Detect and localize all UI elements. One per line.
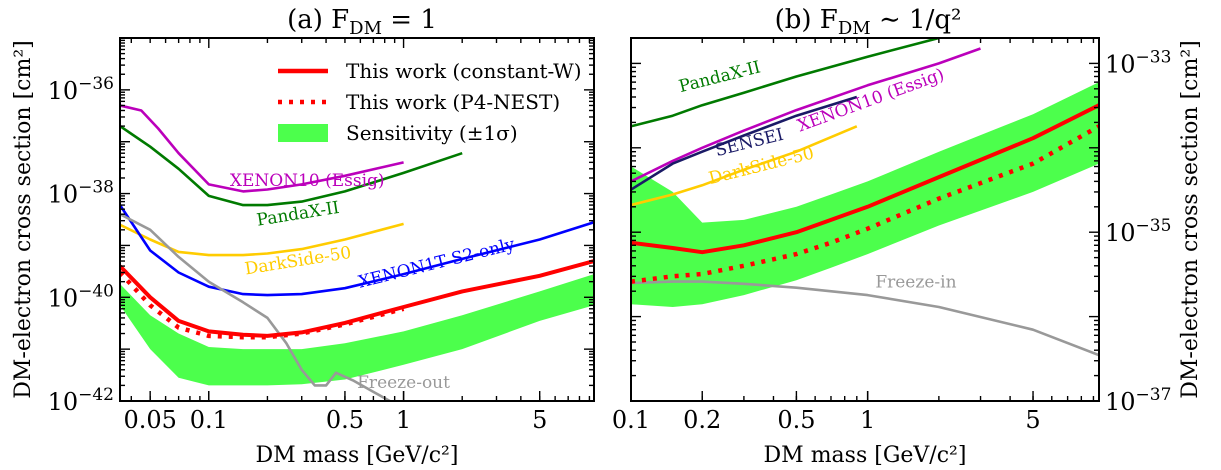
series-darkside-50 bbox=[631, 125, 858, 207]
series-freeze-out bbox=[120, 213, 391, 401]
y-axis-title: DM-electron cross section [cm²] bbox=[1178, 40, 1203, 399]
x-tick-label: 0.5 bbox=[326, 406, 364, 434]
annotation-freeze-in: Freeze-in bbox=[875, 273, 956, 293]
x-tick-label: 5 bbox=[532, 406, 547, 434]
series-xenon10-essig bbox=[631, 47, 981, 183]
plot-area bbox=[120, 104, 594, 401]
sensitivity-band bbox=[120, 274, 594, 386]
annotation-freeze-out: Freeze-out bbox=[357, 373, 450, 393]
y-tick-label: 10−40 bbox=[48, 281, 114, 312]
x-tick-label: 5 bbox=[1025, 406, 1040, 434]
x-tick-label: 0.1 bbox=[612, 406, 650, 434]
legend-label: This work (P4-NEST) bbox=[346, 90, 560, 114]
series-sensei bbox=[631, 95, 858, 191]
sensitivity-band bbox=[631, 82, 1099, 307]
y-axis-title: DM-electron cross section [cm²] bbox=[11, 40, 36, 399]
x-tick-label: 0.05 bbox=[123, 406, 176, 434]
y-tick-label: 10−36 bbox=[48, 74, 114, 105]
y-tick-label: 10−38 bbox=[48, 178, 114, 209]
legend-swatch-band bbox=[278, 124, 328, 142]
legend: This work (constant-W) This work (P4-NEST… bbox=[278, 59, 582, 145]
series-this-work-p4-nest-dotted bbox=[631, 124, 1099, 284]
series-xenon1t-s2-only bbox=[120, 204, 594, 297]
x-tick-label: 1 bbox=[396, 406, 411, 434]
x-axis-title: DM mass [GeV/c²] bbox=[256, 443, 459, 468]
axis-frame bbox=[630, 37, 1100, 402]
series-this-work-constant-w bbox=[631, 103, 1099, 255]
legend-label: Sensitivity (±1σ) bbox=[346, 121, 518, 145]
annotation-xenon10-essig: XENON10 (Essig) bbox=[230, 171, 385, 191]
panel-title: (a) FDM = 1 bbox=[287, 5, 437, 39]
x-axis-title: DM mass [GeV/c²] bbox=[764, 443, 967, 468]
legend-label: This work (constant-W) bbox=[346, 59, 582, 83]
series-xenon10-essig bbox=[120, 104, 404, 193]
x-tick-label: 0.5 bbox=[777, 406, 815, 434]
panel-b: PandaX-II XENON10 (Essig)SENSEIDarkSide-5… bbox=[612, 5, 1203, 468]
y-tick-label: 10−35 bbox=[1105, 216, 1171, 247]
y-tick-label: 10−33 bbox=[1105, 47, 1171, 78]
y-tick-label: 10−42 bbox=[48, 385, 114, 416]
annotation-xenon10-essig: XENON10 (Essig) bbox=[795, 65, 947, 137]
series-this-work-p4-nest-dotted bbox=[120, 270, 405, 340]
x-tick-label: 0.1 bbox=[190, 406, 228, 434]
series-pandax-ii bbox=[631, 38, 940, 128]
x-tick-label: 0.2 bbox=[683, 406, 721, 434]
plot-area bbox=[631, 38, 1099, 357]
axis-frame bbox=[119, 37, 595, 402]
x-tick-label: 1 bbox=[860, 406, 875, 434]
series-darkside-50 bbox=[120, 222, 404, 257]
panel-title: (b) FDM ∼ 1/q² bbox=[775, 5, 962, 39]
y-tick-label: 10−37 bbox=[1105, 385, 1171, 416]
series-freeze-in bbox=[631, 280, 1099, 357]
series-pandax-ii bbox=[120, 125, 463, 207]
